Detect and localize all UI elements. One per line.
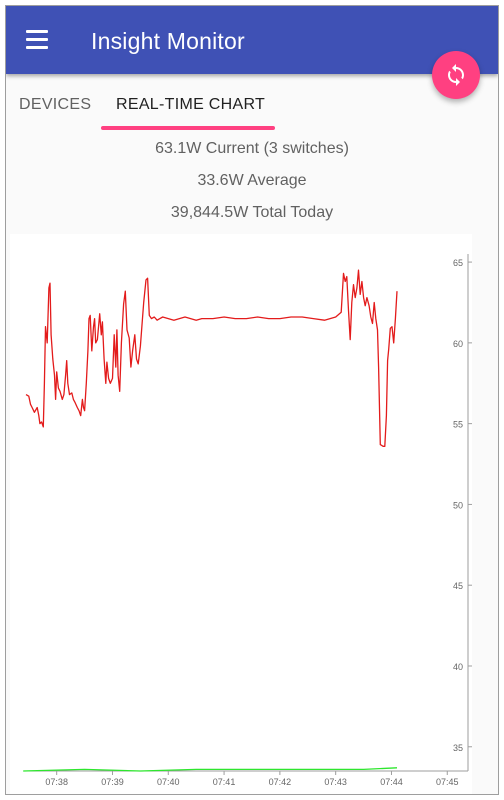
app-bar: Insight Monitor — [6, 6, 498, 74]
tab-devices[interactable]: DEVICES — [19, 96, 92, 113]
refresh-button[interactable] — [432, 51, 480, 99]
series-line-2 — [23, 767, 398, 772]
power-summary: 63.1W Current (3 switches) 33.6W Average… — [6, 136, 498, 232]
app-window: Insight Monitor DEVICES REAL-TIME CHART … — [5, 5, 499, 795]
y-tick-label: 40 — [453, 662, 463, 672]
y-tick-label: 35 — [453, 743, 463, 753]
average-power-text: 33.6W Average — [197, 172, 307, 189]
series-line-1 — [25, 269, 398, 447]
y-tick-label: 45 — [453, 581, 463, 591]
active-tab-indicator — [101, 126, 275, 130]
y-tick-label: 65 — [453, 258, 463, 268]
x-tick-label: 07:41 — [213, 777, 236, 787]
x-tick-label: 07:45 — [436, 777, 459, 787]
app-title: Insight Monitor — [91, 28, 245, 54]
menu-icon[interactable] — [26, 30, 50, 50]
tab-bar: DEVICES REAL-TIME CHART — [6, 74, 498, 132]
x-tick-label: 07:38 — [45, 777, 68, 787]
x-tick-label: 07:42 — [269, 777, 292, 787]
current-power-text: 63.1W Current (3 switches) — [155, 140, 349, 157]
total-today-text: 39,844.5W Total Today — [170, 204, 334, 221]
x-tick-label: 07:43 — [324, 777, 347, 787]
y-tick-label: 60 — [453, 339, 463, 349]
power-chart: 35 40 45 50 55 60 65 07:38 07:39 07:40 07:41 07:42 0… — [23, 254, 472, 787]
tab-real-time-chart[interactable]: REAL-TIME CHART — [116, 96, 266, 113]
x-tick-label: 07:40 — [157, 777, 180, 787]
x-tick-label: 07:39 — [101, 777, 124, 787]
y-tick-label: 55 — [453, 420, 463, 430]
y-tick-label: 50 — [453, 500, 463, 510]
refresh-icon — [448, 64, 464, 86]
x-tick-label: 07:44 — [380, 777, 403, 787]
real-time-chart: 35 40 45 50 55 60 65 07:38 07:39 07:40 07:41 07:42 0… — [10, 234, 472, 794]
